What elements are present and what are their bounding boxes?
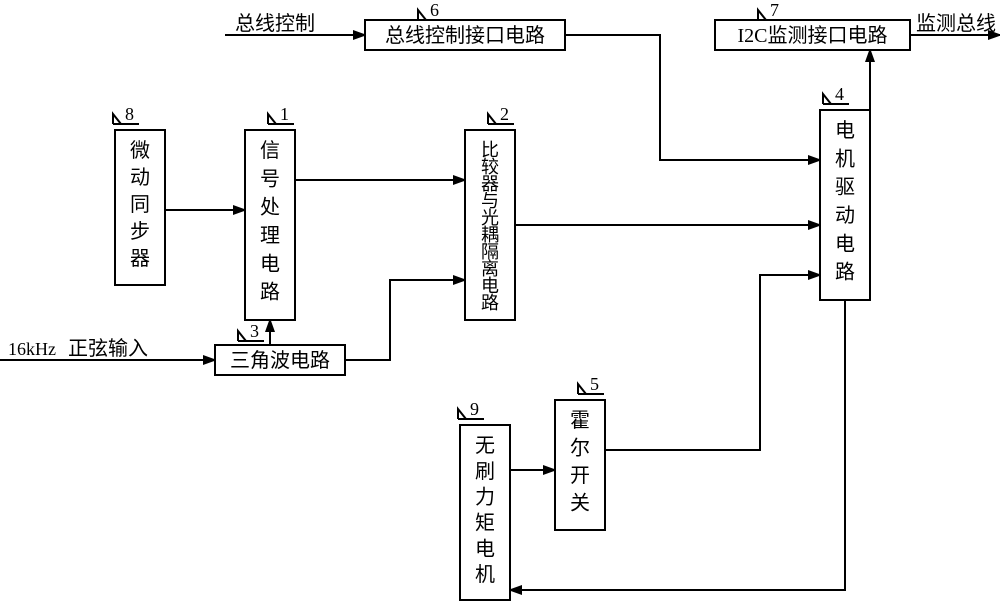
- node-label-char-n5-2: 开: [570, 465, 590, 487]
- free-label-lbl_mon: 监测总线: [916, 12, 996, 35]
- node-n9: 9 无刷力矩电机: [458, 399, 510, 600]
- node-label-n6: 总线控制接口电路: [385, 24, 545, 47]
- node-label-char-n9-1: 刷: [475, 460, 495, 483]
- edge-e_5_4: [605, 275, 820, 450]
- node-n1: 1信号处理电路: [245, 104, 295, 320]
- node-n3: 3 三角波电路: [215, 321, 345, 375]
- flag-notch-n8: [113, 114, 121, 124]
- node-number-n4: 4: [835, 84, 844, 104]
- node-label-char-n1-0: 信: [260, 139, 280, 162]
- node-label-char-n8-4: 器: [130, 248, 150, 270]
- node-label-char-n1-2: 处: [260, 196, 280, 219]
- node-number-n5: 5: [590, 374, 599, 394]
- edge-e_3_2: [345, 280, 465, 360]
- flag-notch-n6: [418, 10, 426, 20]
- flag-notch-n5: [578, 384, 586, 394]
- node-label-char-n4-5: 路: [835, 261, 855, 284]
- node-label-char-n9-4: 电: [475, 537, 495, 560]
- node-label-char-n1-5: 路: [260, 281, 280, 304]
- flag-notch-n9: [458, 409, 466, 419]
- flag-notch-n1: [268, 114, 276, 124]
- node-number-n9: 9: [470, 399, 479, 419]
- diagram-canvas: 1信号处理电路2比较器与光耦隔离电路3三角波电路4电机驱动电路5霍尔开关6总线控…: [0, 0, 1000, 603]
- node-n2: 2比较器与光耦隔离电路: [465, 104, 515, 320]
- node-label-n7: I2C监测接口电路: [738, 24, 888, 47]
- node-label-char-n4-3: 动: [835, 204, 855, 227]
- node-label-char-n4-4: 电: [835, 232, 855, 255]
- node-label-char-n2-9: 路: [481, 293, 499, 313]
- free-label-lbl_bus: 总线控制: [235, 12, 315, 35]
- free-label-lbl_sine2: 正弦输入: [68, 337, 148, 360]
- node-label-char-n9-5: 机: [475, 563, 495, 586]
- flag-notch-n2: [488, 114, 496, 124]
- node-label-n3: 三角波电路: [230, 349, 330, 372]
- node-number-n1: 1: [280, 104, 289, 124]
- node-label-char-n8-2: 同: [130, 194, 150, 216]
- flag-notch-n4: [823, 94, 831, 104]
- node-label-char-n9-3: 矩: [475, 512, 495, 535]
- node-n7: 7 I2C监测接口电路: [715, 0, 910, 50]
- nodes-layer: 1信号处理电路2比较器与光耦隔离电路3三角波电路4电机驱动电路5霍尔开关6总线控…: [113, 0, 910, 600]
- flag-notch-n3: [238, 331, 246, 341]
- node-label-char-n8-0: 微: [130, 139, 150, 162]
- node-label-char-n1-1: 号: [260, 168, 280, 190]
- node-label-char-n4-1: 机: [835, 147, 855, 170]
- node-label-char-n1-4: 电: [260, 252, 280, 275]
- node-number-n3: 3: [250, 321, 259, 341]
- edge-e_6_4: [565, 35, 820, 160]
- flag-notch-n7: [758, 10, 766, 20]
- free-label-lbl_sine1: 16kHz: [8, 339, 56, 359]
- node-n6: 6 总线控制接口电路: [365, 0, 565, 50]
- node-n4: 4电机驱动电路: [820, 84, 870, 300]
- node-label-char-n5-1: 尔: [570, 437, 590, 460]
- node-label-char-n9-0: 无: [475, 435, 495, 457]
- node-label-char-n1-3: 理: [260, 225, 280, 247]
- node-label-char-n4-2: 驱: [835, 176, 855, 199]
- node-label-char-n8-3: 步: [130, 220, 150, 243]
- node-label-char-n4-0: 电: [835, 119, 855, 142]
- node-n8: 8 微动同步器: [113, 104, 165, 285]
- node-label-char-n8-1: 动: [130, 166, 150, 189]
- node-number-n6: 6: [430, 0, 439, 20]
- node-label-char-n5-3: 关: [570, 492, 590, 515]
- node-label-char-n9-2: 力: [475, 486, 495, 509]
- node-number-n7: 7: [770, 0, 779, 20]
- node-number-n8: 8: [125, 104, 134, 124]
- node-number-n2: 2: [500, 104, 509, 124]
- node-n5: 5霍尔开关: [555, 374, 605, 530]
- node-label-char-n5-0: 霍: [570, 409, 590, 432]
